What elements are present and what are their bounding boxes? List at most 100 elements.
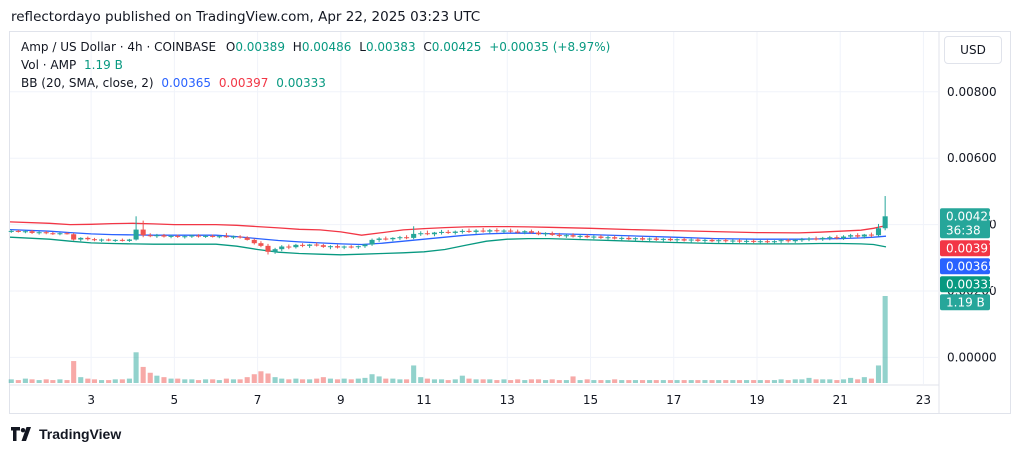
volume-bar	[216, 380, 222, 383]
candle-body	[376, 238, 382, 240]
candle-body	[695, 239, 701, 241]
candle-body	[85, 237, 91, 240]
legend-row-symbol[interactable]: Amp / US Dollar · 4h · COINBASE O0.00389…	[21, 40, 610, 54]
currency-button[interactable]: USD	[944, 36, 1002, 64]
bb-upper-value: 0.00397	[218, 76, 269, 90]
volume-bar	[99, 380, 105, 383]
volume-bar	[244, 377, 250, 383]
volume-bar	[848, 377, 854, 383]
candle-body	[126, 239, 132, 241]
volume-value: 1.19 B	[84, 58, 123, 72]
volume-bar	[320, 377, 326, 383]
volume-bar	[855, 379, 861, 383]
candle-body	[431, 232, 438, 235]
candle-body	[591, 236, 597, 238]
candle-body	[91, 239, 98, 241]
price-badge-label: 0.00365	[946, 259, 996, 273]
candle-body	[133, 229, 139, 240]
candle-body	[452, 231, 458, 233]
candle-body	[868, 234, 874, 236]
candle-body	[334, 246, 341, 248]
candle-body	[216, 236, 222, 238]
candle-body	[584, 235, 590, 238]
candle-body	[688, 239, 694, 241]
volume-bar	[154, 375, 160, 383]
volume-bar	[383, 378, 389, 383]
volume-bar	[813, 379, 819, 383]
candle-body	[286, 246, 292, 248]
volume-bar	[598, 380, 604, 383]
candle-body	[681, 239, 687, 241]
candle-body	[813, 238, 819, 240]
volume-bar	[251, 374, 257, 383]
volume-bar	[834, 380, 840, 383]
legend-row-bb[interactable]: BB (20, SMA, close, 2) 0.00365 0.00397 0…	[21, 76, 326, 90]
volume-bar	[50, 380, 56, 383]
candle-body	[806, 238, 812, 240]
x-tick-label: 7	[254, 393, 262, 407]
volume-bar	[639, 380, 646, 383]
bb-basis-value: 0.00365	[161, 76, 211, 90]
candle-body	[445, 231, 451, 233]
volume-bar	[424, 378, 430, 383]
volume-bar	[223, 378, 229, 383]
volume-bar	[293, 378, 299, 383]
candle-body	[320, 245, 326, 247]
candle-body	[293, 244, 299, 248]
candle-body	[99, 239, 105, 241]
volume-bar	[230, 379, 237, 383]
volume-bar	[397, 379, 403, 383]
candle-body	[237, 236, 243, 238]
volume-bar	[487, 379, 493, 383]
candle-body	[494, 230, 500, 232]
price-badge	[940, 258, 990, 275]
volume-bar	[126, 378, 132, 383]
candle-body	[383, 238, 389, 240]
candle-body	[556, 234, 562, 236]
volume-bar	[605, 380, 611, 383]
volume-bar	[78, 377, 84, 383]
candle-body	[71, 234, 77, 240]
volume-label: Vol · AMP	[21, 58, 77, 72]
y-tick-label: 0.00600	[947, 151, 997, 165]
volume-bar	[390, 378, 396, 383]
candle-body	[639, 238, 646, 240]
bollinger-bands	[9, 221, 887, 256]
candle-body	[119, 239, 125, 241]
candle-body	[404, 237, 410, 239]
x-tick-label: 19	[749, 393, 764, 407]
candle-body	[168, 235, 174, 237]
volume-bar	[22, 378, 28, 383]
symbol-title: Amp / US Dollar · 4h · COINBASE	[21, 40, 217, 54]
volume-bar	[861, 377, 867, 383]
candle-body	[36, 232, 42, 234]
volume-bar	[827, 379, 833, 383]
candle-body	[660, 238, 666, 240]
volume-bar	[418, 377, 424, 383]
volume-bar	[744, 380, 750, 383]
candle-body	[626, 237, 632, 240]
candle-body	[411, 233, 417, 238]
price-badge	[940, 276, 990, 293]
volume-bar	[85, 378, 91, 383]
x-tick-label: 13	[500, 393, 515, 407]
volume-bar	[778, 379, 784, 383]
volume-bar	[8, 379, 14, 383]
volume-bar	[619, 380, 625, 383]
legend-row-volume[interactable]: Vol · AMP 1.19 B	[21, 58, 123, 72]
tradingview-logo[interactable]: TradingView	[11, 426, 121, 442]
volume-bar	[709, 380, 715, 383]
candle-body	[861, 234, 867, 237]
volume-bar	[549, 379, 555, 383]
volume-bar	[577, 380, 583, 383]
change-value: +0.00035 (+8.97%)	[489, 40, 611, 54]
volume-bar	[362, 377, 368, 383]
volume-bar	[237, 379, 243, 383]
volume-bar	[15, 380, 21, 383]
close-label: C	[423, 40, 432, 54]
volume-bar	[210, 379, 216, 383]
y-tick-label: 0.00000	[947, 350, 997, 364]
candle-body	[744, 240, 750, 242]
